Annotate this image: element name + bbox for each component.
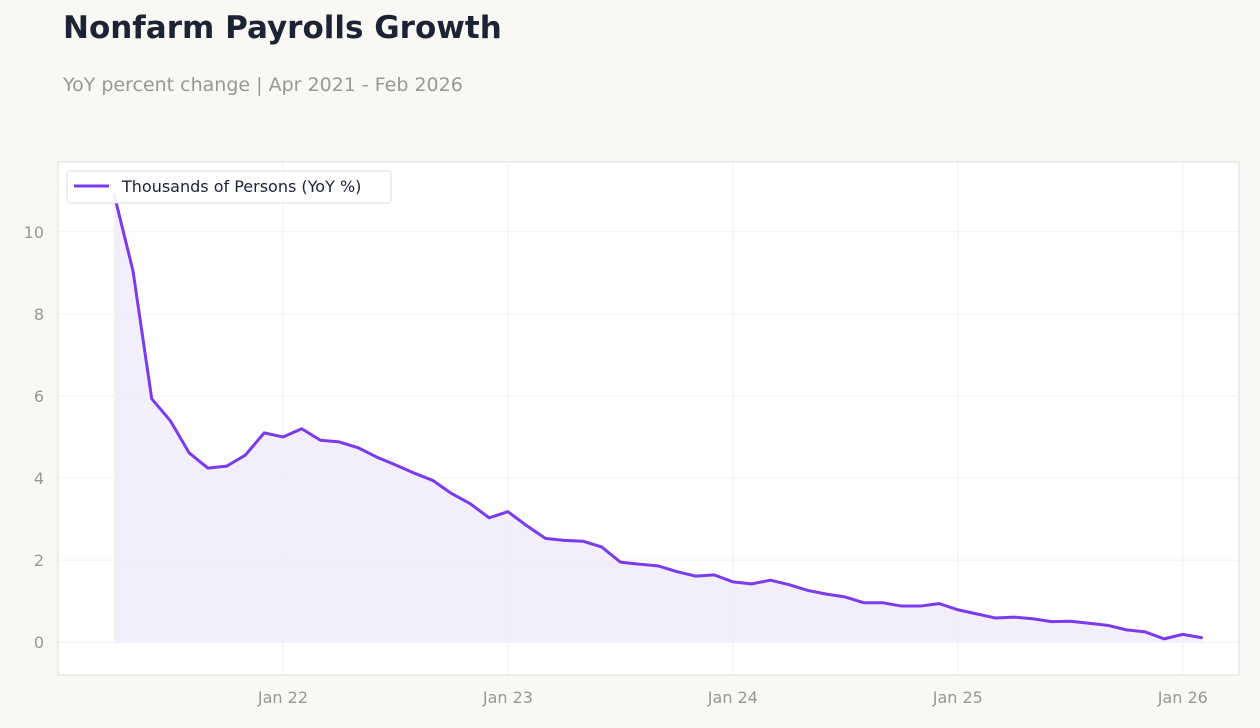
data-point — [638, 563, 641, 566]
data-point — [750, 582, 753, 585]
data-point — [1200, 636, 1203, 639]
data-point — [1088, 622, 1091, 625]
data-point — [975, 612, 978, 615]
data-point — [300, 427, 303, 430]
x-tick-label: Jan 26 — [1157, 688, 1208, 707]
data-point — [525, 524, 528, 527]
data-point — [863, 601, 866, 604]
data-point — [994, 616, 997, 619]
data-point — [600, 545, 603, 548]
data-point — [656, 564, 659, 567]
data-point — [563, 539, 566, 542]
data-point — [788, 583, 791, 586]
data-point — [619, 561, 622, 564]
chart-title: Nonfarm Payrolls Growth — [63, 10, 502, 46]
data-point — [413, 472, 416, 475]
data-point — [506, 510, 509, 513]
legend-box — [66, 170, 392, 204]
data-point — [956, 608, 959, 611]
legend-label: Thousands of Persons (YoY %) — [121, 177, 361, 196]
data-point — [450, 492, 453, 495]
data-point — [1125, 628, 1128, 631]
y-tick-label: 0 — [34, 633, 44, 652]
x-tick-label: Jan 22 — [257, 688, 308, 707]
data-point — [1031, 617, 1034, 620]
data-point — [938, 602, 941, 605]
data-point — [844, 596, 847, 599]
data-point — [263, 431, 266, 434]
data-point — [919, 605, 922, 608]
y-tick-label: 2 — [34, 551, 44, 570]
data-point — [169, 419, 172, 422]
data-point — [394, 463, 397, 466]
data-point — [1144, 630, 1147, 633]
data-point — [544, 537, 547, 540]
y-tick-label: 6 — [34, 387, 44, 406]
data-point — [488, 516, 491, 519]
series-line — [112, 193, 1204, 641]
data-point — [1069, 620, 1072, 623]
data-point — [881, 601, 884, 604]
data-point — [206, 467, 209, 470]
data-point — [356, 446, 359, 449]
data-point — [225, 465, 228, 468]
series-area-fill — [114, 194, 1202, 643]
data-point — [281, 435, 284, 438]
data-point — [338, 440, 341, 443]
data-point — [1181, 633, 1184, 636]
data-point — [900, 605, 903, 608]
y-tick-label: 4 — [34, 469, 44, 488]
data-point — [769, 579, 772, 582]
data-point — [1163, 637, 1166, 640]
data-point — [731, 580, 734, 583]
x-tick-label: Jan 25 — [932, 688, 983, 707]
y-tick-label: 8 — [34, 305, 44, 324]
data-point — [1013, 616, 1016, 619]
data-point — [131, 269, 134, 272]
data-point — [469, 502, 472, 505]
data-point — [1106, 624, 1109, 627]
data-point — [581, 540, 584, 543]
chart-subtitle: YoY percent change | Apr 2021 - Feb 2026 — [63, 74, 463, 96]
data-point — [825, 593, 828, 596]
data-point — [188, 451, 191, 454]
data-point — [713, 573, 716, 576]
data-point — [375, 456, 378, 459]
y-tick-label: 10 — [24, 223, 44, 242]
data-point — [675, 570, 678, 573]
data-point — [244, 454, 247, 457]
data-point — [806, 589, 809, 592]
data-point — [431, 479, 434, 482]
x-tick-label: Jan 24 — [707, 688, 758, 707]
data-point — [694, 575, 697, 578]
data-point — [319, 439, 322, 442]
data-point — [1050, 620, 1053, 623]
data-point — [150, 397, 153, 400]
x-tick-label: Jan 23 — [482, 688, 533, 707]
